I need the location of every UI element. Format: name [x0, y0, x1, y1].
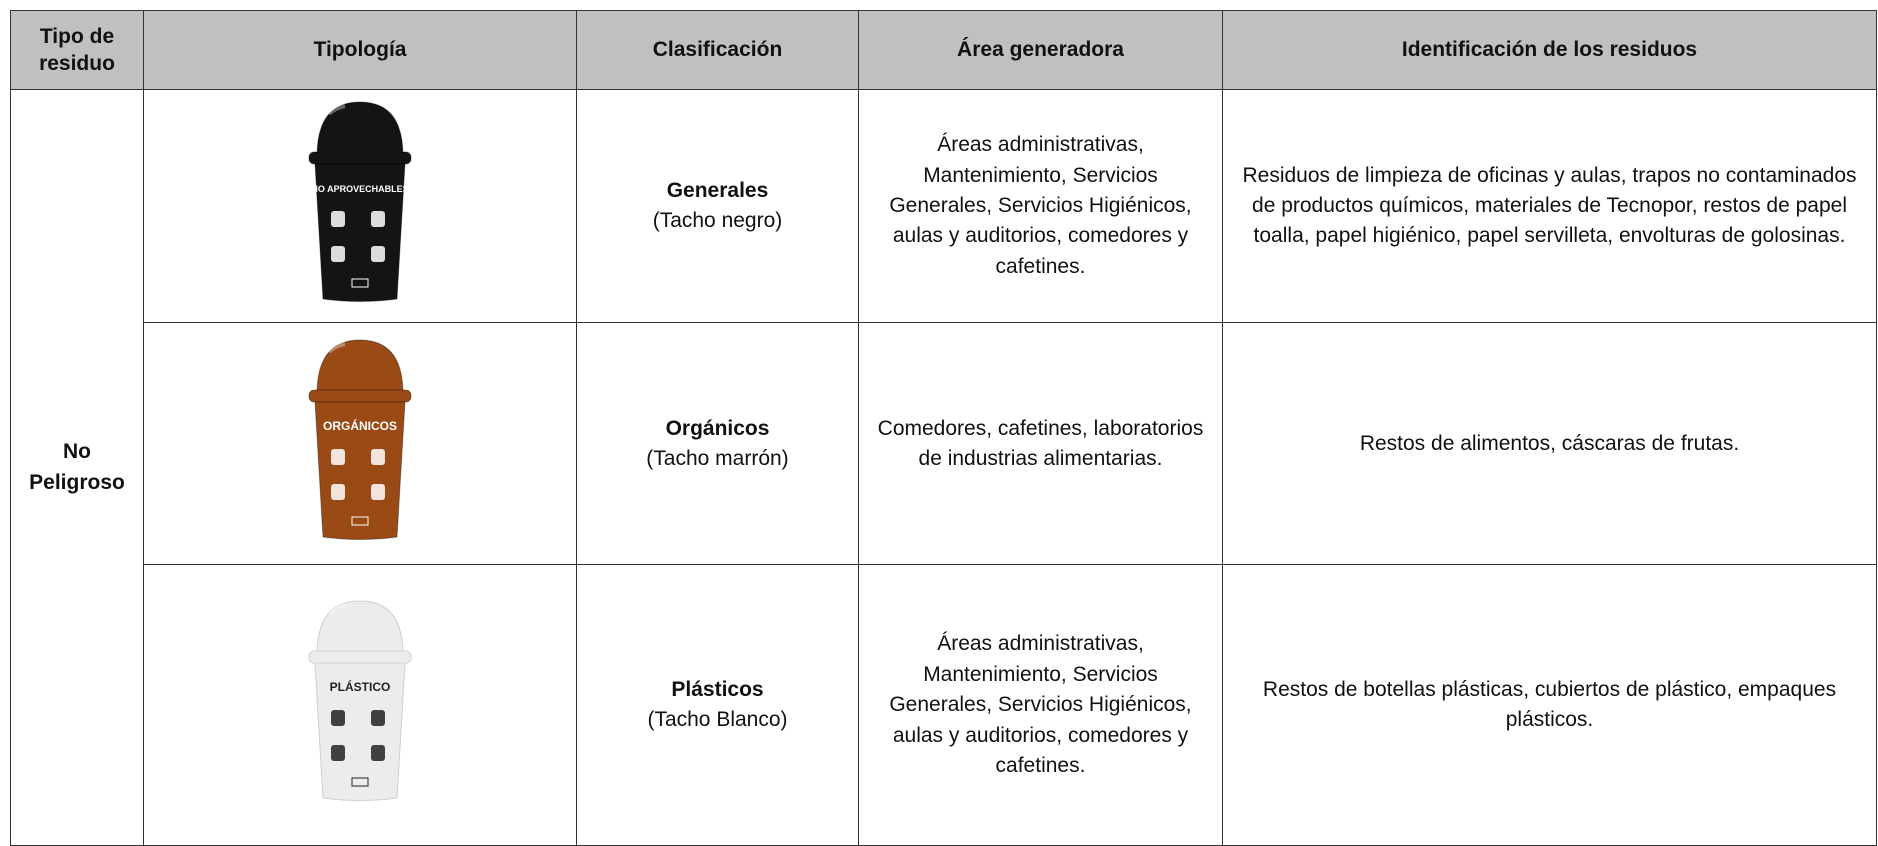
bin-symbol	[331, 745, 345, 762]
bin-icon: ORGÁNICOS	[308, 339, 412, 540]
bin-body	[314, 401, 406, 540]
bin-shine	[327, 104, 346, 116]
bin-logo	[351, 777, 369, 787]
header-cell: Clasificación	[576, 10, 859, 90]
bin-lid	[316, 339, 404, 395]
bin-logo	[351, 278, 369, 288]
bin-lid	[316, 101, 404, 157]
tacho: (Tacho Blanco)	[647, 708, 788, 732]
identificacion-cell: Residuos de limpieza de oficinas y aulas…	[1222, 88, 1877, 324]
header-cell: Tipología	[143, 10, 577, 90]
identificacion-cell: Restos de botellas plásticas, cubiertos …	[1222, 564, 1877, 846]
bin-body	[314, 163, 406, 302]
identificacion-cell: Restos de alimentos, cáscaras de frutas.	[1222, 322, 1877, 566]
table-body: No Peligroso NO APROVECHABLES Generales (Ta…	[10, 88, 1877, 846]
tacho: (Tacho negro)	[652, 209, 783, 233]
bin-symbol	[371, 745, 385, 762]
bin-cell: ORGÁNICOS	[143, 322, 577, 566]
tipo-cell: No Peligroso	[10, 88, 144, 846]
bin-icon: PLÁSTICO	[308, 600, 412, 802]
bin-cell: PLÁSTICO	[143, 564, 577, 846]
bin-symbol	[371, 710, 385, 727]
bin-label: ORGÁNICOS	[323, 418, 397, 433]
bin-symbol	[371, 246, 385, 262]
bin-symbol	[371, 211, 385, 227]
area-cell: Áreas administrativas, Mantenimiento, Se…	[858, 564, 1223, 846]
header-cell: Identificación de los residuos	[1222, 10, 1877, 90]
clasificacion-cell: Plásticos (Tacho Blanco)	[576, 564, 859, 846]
bin-lid	[316, 600, 404, 656]
table-row: PLÁSTICO Plásticos (Tacho Blanco) Áreas adm…	[11, 564, 1877, 846]
tacho: (Tacho marrón)	[646, 446, 789, 470]
bin-shine	[327, 603, 346, 615]
bin-label: NO APROVECHABLES	[311, 184, 408, 194]
area-cell: Comedores, cafetines, laboratorios de in…	[858, 322, 1223, 566]
bin-symbol	[331, 246, 345, 262]
clasificacion-cell: Generales (Tacho negro)	[576, 88, 859, 324]
bin-rim	[308, 151, 412, 165]
bin-logo	[351, 516, 369, 526]
header-row: Tipo de residuo Tipología Clasificación Áre…	[10, 10, 1877, 90]
bin-icon: NO APROVECHABLES	[308, 101, 412, 302]
clasificacion: Orgánicos	[665, 416, 770, 440]
clasificacion: Generales	[666, 178, 769, 202]
header-cell: Tipo de residuo	[10, 10, 144, 90]
bin-symbol	[331, 710, 345, 727]
bin-cell: NO APROVECHABLES	[143, 88, 577, 324]
tipo-text: No Peligroso	[29, 440, 125, 494]
clasificacion-cell: Orgánicos (Tacho marrón)	[576, 322, 859, 566]
bin-symbol	[331, 448, 345, 465]
clasificacion: Plásticos	[671, 678, 764, 701]
header-cell: Área generadora	[858, 10, 1223, 90]
bin-symbol	[331, 211, 345, 227]
bin-symbol	[331, 483, 345, 500]
table-row: No Peligroso NO APROVECHABLES Generales (Ta…	[10, 88, 1877, 846]
bin-body	[314, 662, 406, 802]
bin-rim	[308, 389, 412, 403]
bin-label: PLÁSTICO	[330, 679, 391, 694]
bin-shine	[327, 341, 346, 354]
bin-symbol	[371, 483, 385, 500]
area-cell: Áreas administrativas, Mantenimiento, Se…	[858, 88, 1223, 324]
waste-table: Tipo de residuo Tipología Clasificación Áre…	[10, 10, 1877, 846]
bin-rim	[308, 650, 412, 664]
table-row: ORGÁNICOS Orgánicos (Tacho marrón) Comedore…	[11, 322, 1877, 566]
bin-symbol	[371, 448, 385, 465]
